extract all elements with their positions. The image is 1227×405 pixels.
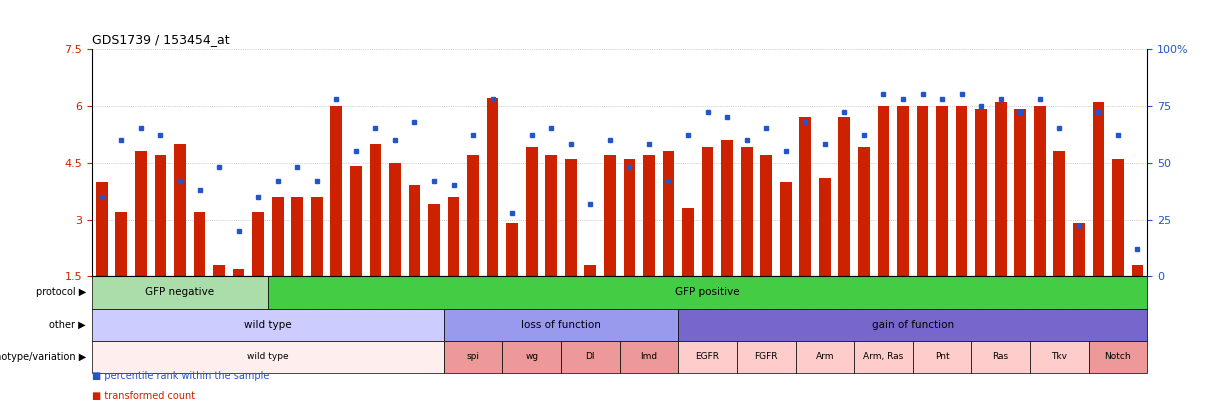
Bar — [389, 162, 401, 277]
Bar — [1088, 341, 1147, 373]
Bar — [1092, 102, 1104, 277]
Bar — [877, 106, 890, 277]
Bar — [487, 98, 498, 277]
Bar — [623, 159, 636, 277]
Bar — [502, 341, 561, 373]
Bar — [795, 341, 854, 373]
Bar — [1029, 341, 1088, 373]
Bar — [310, 197, 323, 277]
Bar — [1112, 159, 1124, 277]
Bar — [526, 147, 537, 277]
Bar — [330, 106, 342, 277]
Text: wg: wg — [525, 352, 539, 361]
Text: genotype/variation ▶: genotype/variation ▶ — [0, 352, 86, 362]
Bar — [1072, 223, 1085, 277]
Bar — [975, 109, 987, 277]
Text: wild type: wild type — [244, 320, 292, 330]
Bar — [995, 102, 1006, 277]
Bar — [682, 208, 694, 277]
Bar — [913, 341, 972, 373]
Bar — [545, 155, 557, 277]
Bar — [444, 309, 679, 341]
Text: Imd: Imd — [640, 352, 658, 361]
Text: other ▶: other ▶ — [49, 320, 86, 330]
Text: protocol ▶: protocol ▶ — [36, 288, 86, 298]
Bar — [604, 155, 616, 277]
Text: ■ transformed count: ■ transformed count — [92, 391, 195, 401]
Bar — [272, 197, 283, 277]
Bar — [800, 117, 811, 277]
Bar — [972, 341, 1029, 373]
Bar — [253, 212, 264, 277]
Bar — [561, 341, 620, 373]
Bar — [643, 155, 655, 277]
Text: ■ percentile rank within the sample: ■ percentile rank within the sample — [92, 371, 270, 381]
Text: Tkv: Tkv — [1052, 352, 1067, 361]
Text: Notch: Notch — [1104, 352, 1131, 361]
Bar — [936, 106, 948, 277]
Text: gain of function: gain of function — [871, 320, 953, 330]
Bar — [267, 277, 1147, 309]
Bar — [448, 197, 459, 277]
Bar — [92, 277, 267, 309]
Text: FGFR: FGFR — [755, 352, 778, 361]
Bar — [897, 106, 909, 277]
Bar — [194, 212, 205, 277]
Bar — [584, 265, 596, 277]
Bar — [679, 309, 1147, 341]
Bar — [854, 341, 913, 373]
Text: Arm, Ras: Arm, Ras — [864, 352, 903, 361]
Text: wild type: wild type — [247, 352, 288, 361]
Bar — [956, 106, 967, 277]
Bar — [564, 159, 577, 277]
Bar — [1015, 109, 1026, 277]
Bar — [761, 155, 772, 277]
Text: Pnt: Pnt — [935, 352, 950, 361]
Bar — [780, 181, 791, 277]
Bar — [96, 181, 108, 277]
Bar — [233, 269, 244, 277]
Bar — [428, 204, 439, 277]
Bar — [721, 140, 733, 277]
Bar — [135, 151, 147, 277]
Bar — [737, 341, 795, 373]
Bar — [1054, 151, 1065, 277]
Bar — [467, 155, 479, 277]
Text: Ras: Ras — [993, 352, 1009, 361]
Bar — [409, 185, 421, 277]
Bar — [174, 143, 185, 277]
Bar — [92, 341, 444, 373]
Bar — [92, 309, 444, 341]
Text: loss of function: loss of function — [521, 320, 601, 330]
Bar — [507, 223, 518, 277]
Bar — [1034, 106, 1045, 277]
Bar — [679, 341, 737, 373]
Bar — [858, 147, 870, 277]
Bar — [917, 106, 929, 277]
Text: Arm: Arm — [816, 352, 834, 361]
Bar — [115, 212, 128, 277]
Text: GFP positive: GFP positive — [675, 288, 740, 298]
Bar — [620, 341, 679, 373]
Text: GDS1739 / 153454_at: GDS1739 / 153454_at — [92, 33, 229, 46]
Bar — [741, 147, 752, 277]
Bar — [155, 155, 167, 277]
Bar — [663, 151, 675, 277]
Bar — [369, 143, 382, 277]
Text: spi: spi — [466, 352, 480, 361]
Text: EGFR: EGFR — [696, 352, 719, 361]
Bar — [838, 117, 850, 277]
Bar — [444, 341, 502, 373]
Bar — [702, 147, 713, 277]
Bar — [1131, 265, 1144, 277]
Bar — [213, 265, 225, 277]
Bar — [350, 166, 362, 277]
Bar — [291, 197, 303, 277]
Text: GFP negative: GFP negative — [145, 288, 215, 298]
Text: Dl: Dl — [585, 352, 595, 361]
Bar — [818, 178, 831, 277]
